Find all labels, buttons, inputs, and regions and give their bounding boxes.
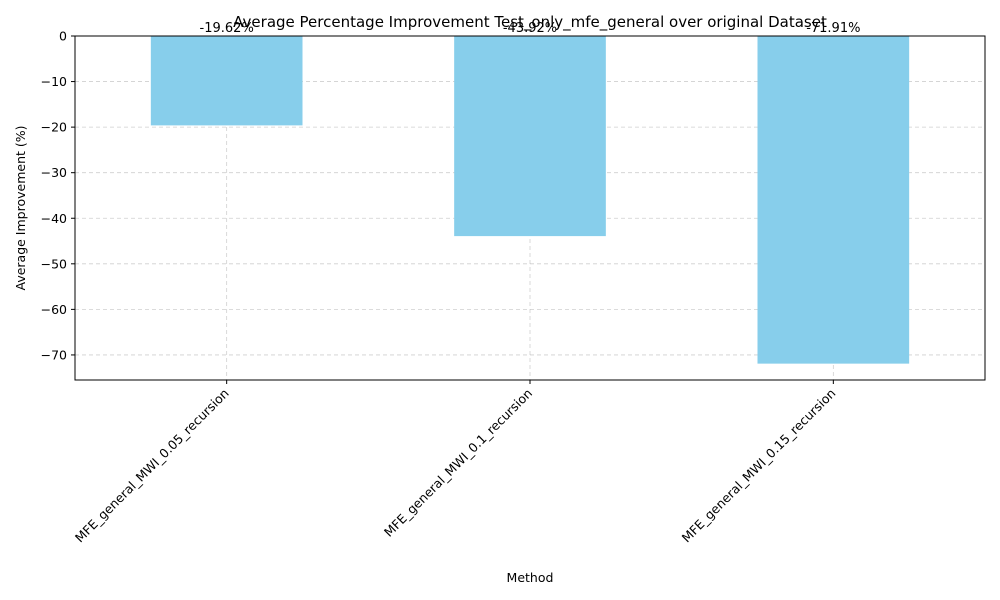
bar bbox=[454, 36, 606, 237]
x-tick-label: MFE_general_MWI_0.05_recursion bbox=[72, 386, 232, 546]
y-axis-label: Average Improvement (%) bbox=[13, 126, 28, 291]
y-tick-label: 0 bbox=[59, 29, 67, 44]
x-axis-label: Method bbox=[507, 570, 554, 585]
chart-title: Average Percentage Improvement Test_only… bbox=[233, 13, 827, 32]
x-tick-label: MFE_general_MWI_0.15_recursion bbox=[679, 386, 839, 546]
x-tick-label: MFE_general_MWI_0.1_recursion bbox=[381, 386, 535, 540]
y-tick-label: −20 bbox=[41, 120, 67, 135]
y-tick-label: −50 bbox=[41, 256, 67, 271]
bars bbox=[150, 36, 910, 364]
bar-value-label: -19.62% bbox=[200, 21, 254, 36]
y-tick-label: −70 bbox=[41, 347, 67, 362]
bar-value-label: -71.91% bbox=[806, 21, 860, 36]
bar-value-labels: -19.62% -43.92% -71.91% bbox=[200, 21, 861, 36]
y-tick-label: −30 bbox=[41, 165, 67, 180]
bar bbox=[757, 36, 910, 364]
bar bbox=[150, 36, 303, 126]
bar-value-label: -43.92% bbox=[503, 21, 557, 36]
y-tick-label: −60 bbox=[41, 302, 67, 317]
y-tick-label: −10 bbox=[41, 74, 67, 89]
y-tick-label: −40 bbox=[41, 211, 67, 226]
